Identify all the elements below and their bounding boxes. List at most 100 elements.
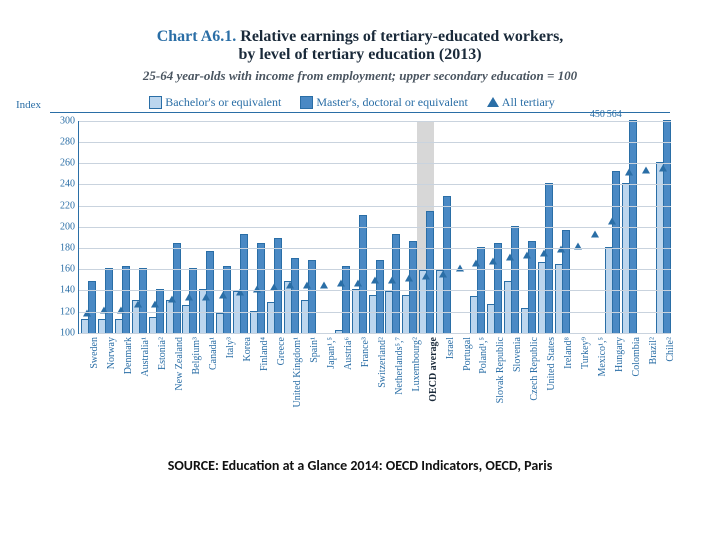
x-label: Greece xyxy=(276,337,287,365)
x-label: Sweden xyxy=(89,337,100,369)
bar-master xyxy=(376,260,384,333)
x-label: Luxembourg² xyxy=(411,337,422,391)
x-label: Slovenia xyxy=(512,337,523,372)
marker-all-tertiary xyxy=(219,292,227,299)
x-label: Austria⁶ xyxy=(343,337,354,370)
marker-all-tertiary xyxy=(506,254,514,261)
x-label: France³ xyxy=(360,337,371,367)
bar-master xyxy=(105,268,113,333)
bar-master xyxy=(511,226,519,333)
bar-master xyxy=(240,234,248,333)
x-label: Norway xyxy=(106,337,117,369)
bar-master xyxy=(308,260,316,333)
legend-label-bachelor: Bachelor's or equivalent xyxy=(165,95,281,109)
bar-master xyxy=(342,266,350,333)
overflow-value-label: 564 xyxy=(607,109,622,120)
gridline xyxy=(79,121,671,122)
x-label: Italy³ xyxy=(225,337,236,358)
x-label: Israel xyxy=(445,337,456,359)
bar-master xyxy=(612,171,620,333)
x-label: Belgium³ xyxy=(191,337,202,374)
marker-all-tertiary xyxy=(168,296,176,303)
x-label: Slovak Republic xyxy=(495,337,506,403)
marker-all-tertiary xyxy=(270,283,278,290)
bar-master xyxy=(409,241,417,333)
gridline xyxy=(79,248,671,249)
x-label: Chile² xyxy=(665,337,676,362)
y-tick-label: 140 xyxy=(51,285,75,296)
legend-label-all: All tertiary xyxy=(502,95,555,109)
y-tick-label: 280 xyxy=(51,136,75,147)
x-label: Estonia² xyxy=(157,337,168,370)
x-label: Finland⁴ xyxy=(259,337,270,371)
x-label: Canada¹ xyxy=(208,337,219,370)
chart-area: Index 100120140160180200220240260280300 … xyxy=(50,112,670,333)
y-tick-label: 120 xyxy=(51,306,75,317)
marker-all-tertiary xyxy=(642,167,650,174)
marker-all-tertiary xyxy=(523,251,531,258)
y-tick-label: 260 xyxy=(51,158,75,169)
marker-all-tertiary xyxy=(151,300,159,307)
x-axis-labels: SwedenNorwayDenmarkAustralia¹Estonia²New… xyxy=(50,333,670,453)
gridline xyxy=(79,269,671,270)
bar-master xyxy=(206,251,214,333)
marker-all-tertiary xyxy=(134,300,142,307)
y-tick-label: 300 xyxy=(51,115,75,126)
bar-master xyxy=(173,243,181,333)
x-label: Japan¹,⁵ xyxy=(326,337,337,369)
y-tick-label: 220 xyxy=(51,200,75,211)
gridline xyxy=(79,163,671,164)
marker-all-tertiary xyxy=(354,279,362,286)
bar-master xyxy=(359,215,367,333)
marker-all-tertiary xyxy=(489,258,497,265)
x-label: Hungary xyxy=(614,337,625,372)
marker-all-tertiary xyxy=(371,277,379,284)
marker-all-tertiary xyxy=(439,271,447,278)
gridline xyxy=(79,312,671,313)
gridline xyxy=(79,142,671,143)
marker-all-tertiary xyxy=(608,218,616,225)
marker-all-tertiary xyxy=(185,294,193,301)
gridline xyxy=(79,227,671,228)
chart-number: Chart A6.1. xyxy=(157,28,237,45)
marker-all-tertiary xyxy=(625,169,633,176)
marker-all-tertiary xyxy=(659,165,667,172)
x-label: New Zealand xyxy=(174,337,185,391)
x-label: Switzerland² xyxy=(377,337,388,388)
chart-title-2: by level of tertiary education (2013) xyxy=(40,46,680,64)
x-label: Colombia xyxy=(631,337,642,376)
x-label: United Kingdom¹ xyxy=(292,337,303,408)
legend: Bachelor's or equivalent Master's, docto… xyxy=(40,94,680,110)
legend-swatch-master xyxy=(300,96,313,109)
x-label: Netherlands⁵,⁷ xyxy=(394,337,405,395)
chart-title-line1: Chart A6.1. Relative earnings of tertiar… xyxy=(40,28,680,46)
chart-title-1: Relative earnings of tertiary-educated w… xyxy=(240,28,563,45)
y-tick-label: 200 xyxy=(51,221,75,232)
marker-all-tertiary xyxy=(320,281,328,288)
legend-swatch-bachelor xyxy=(149,96,162,109)
marker-all-tertiary xyxy=(472,260,480,267)
gridline xyxy=(79,206,671,207)
x-label: Czech Republic xyxy=(529,337,540,401)
x-label: Korea xyxy=(242,337,253,361)
bar-master xyxy=(494,243,502,333)
marker-all-tertiary xyxy=(337,279,345,286)
y-tick-label: 180 xyxy=(51,242,75,253)
x-label: Mexico¹,⁵ xyxy=(597,337,608,377)
title-block: Chart A6.1. Relative earnings of tertiar… xyxy=(40,28,680,84)
legend-swatch-all xyxy=(487,97,499,107)
x-label: Denmark xyxy=(123,337,134,374)
y-tick-label: 240 xyxy=(51,179,75,190)
marker-all-tertiary xyxy=(540,249,548,256)
x-label: Portugal xyxy=(462,337,473,371)
chart-container: Chart A6.1. Relative earnings of tertiar… xyxy=(0,0,720,540)
gridline xyxy=(79,184,671,185)
bar-master xyxy=(88,281,96,333)
source-citation: SOURCE: Education at a Glance 2014: OECD… xyxy=(40,457,680,474)
marker-all-tertiary xyxy=(591,230,599,237)
marker-all-tertiary xyxy=(405,275,413,282)
legend-label-master: Master's, doctoral or equivalent xyxy=(316,95,467,109)
gridline xyxy=(79,290,671,291)
x-label: Brazil² xyxy=(648,337,659,364)
x-label: OECD average xyxy=(428,337,439,402)
